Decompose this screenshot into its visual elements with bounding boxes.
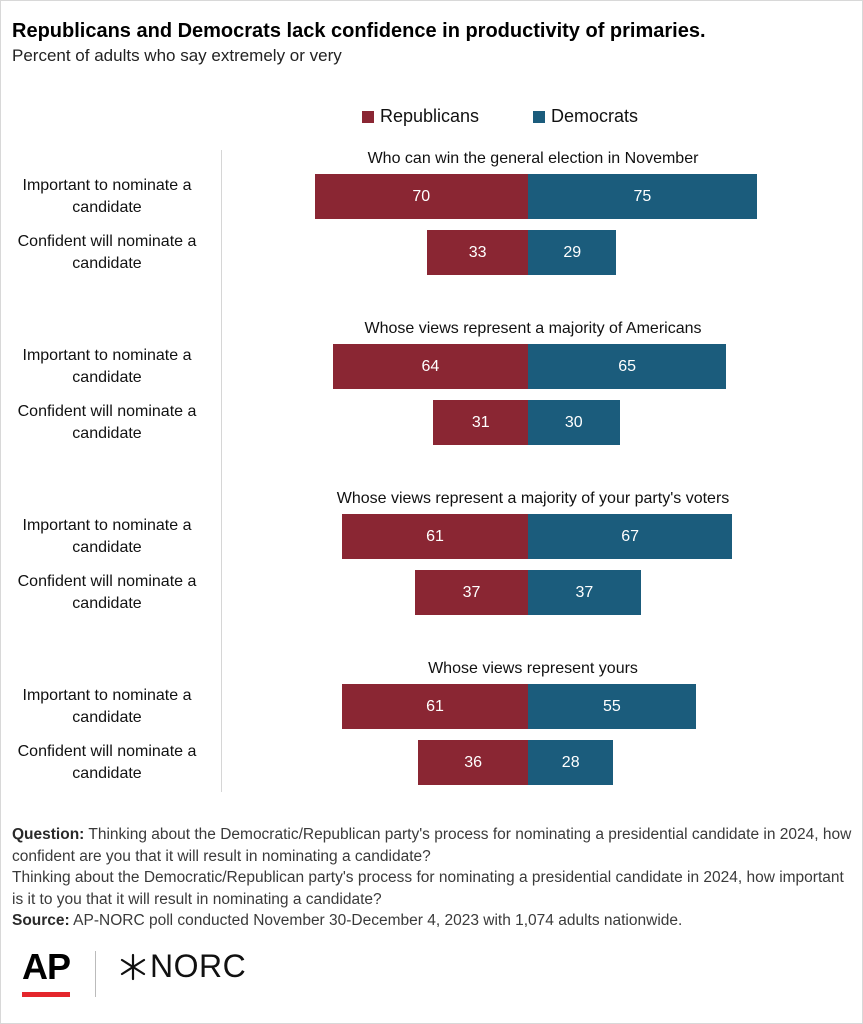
row-label: Confident will nominate a candidate bbox=[17, 742, 197, 782]
ap-logo: AP bbox=[22, 946, 71, 987]
chart-notes: Question: Thinking about the Democratic/… bbox=[12, 824, 852, 932]
data-label-democrats: 30 bbox=[564, 413, 583, 431]
group-title: Whose views represent a majority of Amer… bbox=[364, 320, 702, 337]
data-label-democrats: 75 bbox=[633, 187, 652, 205]
data-label-democrats: 28 bbox=[561, 753, 580, 771]
row-label: Important to nominate a candidate bbox=[22, 686, 192, 726]
norc-logo: NORC bbox=[118, 948, 246, 985]
bar-republicans: 61 bbox=[341, 684, 528, 729]
bar-democrats: 67 bbox=[528, 514, 733, 559]
bar-republicans: 64 bbox=[332, 344, 528, 389]
row-label: Confident will nominate a candidate bbox=[17, 402, 197, 442]
bar-democrats: 29 bbox=[528, 230, 617, 275]
norc-star-icon bbox=[120, 953, 146, 980]
group-title: Whose views represent a majority of your… bbox=[336, 490, 730, 507]
data-label-republicans: 70 bbox=[412, 187, 431, 205]
data-label-republicans: 37 bbox=[462, 583, 481, 601]
bar-democrats: 75 bbox=[528, 174, 757, 219]
bar-republicans: 70 bbox=[314, 174, 528, 219]
ap-logo-underline bbox=[22, 992, 70, 997]
chart-title: Republicans and Democrats lack confidenc… bbox=[12, 20, 706, 42]
row-label: Confident will nominate a candidate bbox=[17, 232, 197, 272]
bar-democrats: 30 bbox=[528, 400, 620, 445]
question-note-1: Question: Thinking about the Democratic/… bbox=[12, 824, 852, 867]
group-title: Who can win the general election in Nove… bbox=[367, 150, 699, 167]
bar-republicans: 31 bbox=[433, 400, 528, 445]
source-note: Source: AP-NORC poll conducted November … bbox=[12, 910, 852, 932]
question-text-1: Thinking about the Democratic/Republican… bbox=[12, 826, 852, 865]
data-label-republicans: 61 bbox=[426, 697, 444, 715]
row-label: Important to nominate a candidate bbox=[22, 176, 192, 216]
norc-logo-text: NORC bbox=[150, 948, 247, 984]
row-label-divider bbox=[221, 150, 222, 792]
group-title: Whose views represent yours bbox=[428, 660, 638, 677]
data-label-democrats: 55 bbox=[602, 697, 621, 715]
question-note-2: Thinking about the Democratic/Republican… bbox=[12, 869, 844, 908]
bar-republicans: 61 bbox=[341, 514, 528, 559]
data-label-republicans: 61 bbox=[426, 527, 444, 545]
data-label-republicans: 31 bbox=[471, 413, 490, 431]
data-label-democrats: 29 bbox=[563, 243, 582, 261]
bar-republicans: 33 bbox=[427, 230, 528, 275]
legend-swatch-democrats bbox=[533, 110, 545, 123]
question-label: Question: bbox=[12, 826, 85, 843]
row-label: Confident will nominate a candidate bbox=[17, 572, 197, 612]
legend-label-democrats: Democrats bbox=[551, 106, 639, 126]
bar-democrats: 37 bbox=[528, 570, 641, 615]
bar-democrats: 28 bbox=[528, 740, 614, 785]
chart-subtitle: Percent of adults who say extremely or v… bbox=[12, 46, 342, 65]
bar-republicans: 37 bbox=[415, 570, 528, 615]
legend-item-republicans: Republicans bbox=[362, 106, 479, 127]
logo-divider bbox=[95, 951, 96, 997]
row-label: Important to nominate a candidate bbox=[22, 516, 192, 556]
data-label-democrats: 37 bbox=[575, 583, 594, 601]
source-text: AP-NORC poll conducted November 30-Decem… bbox=[73, 912, 683, 929]
bar-democrats: 55 bbox=[528, 684, 696, 729]
bar-republicans: 36 bbox=[418, 740, 528, 785]
legend-item-democrats: Democrats bbox=[533, 106, 638, 127]
source-label: Source: bbox=[12, 912, 70, 929]
data-label-republicans: 36 bbox=[464, 753, 482, 771]
row-label: Important to nominate a candidate bbox=[22, 346, 192, 386]
data-label-republicans: 64 bbox=[421, 357, 440, 375]
data-label-democrats: 67 bbox=[621, 527, 640, 545]
data-label-republicans: 33 bbox=[468, 243, 487, 261]
bar-democrats: 65 bbox=[528, 344, 727, 389]
legend-swatch-republicans bbox=[362, 110, 374, 123]
legend-label-republicans: Republicans bbox=[380, 106, 480, 126]
data-label-democrats: 65 bbox=[618, 357, 637, 375]
